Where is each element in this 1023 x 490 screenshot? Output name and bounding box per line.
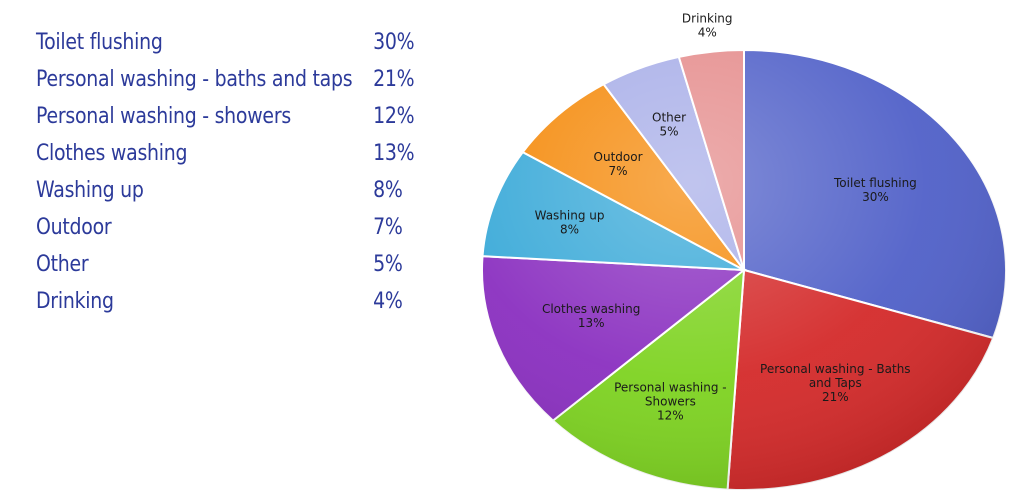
pie-labels: Toilet flushing 30% Personal washing - Bat… (535, 12, 917, 423)
table-row: Toilet flushing 30% (36, 30, 415, 67)
row-label: Personal washing - showers (36, 104, 291, 129)
table-row: Drinking 4% (36, 289, 403, 326)
table-row: Personal washing - showers 12% (36, 104, 415, 141)
value-table: Toilet flushing 30% Personal washing - b… (36, 30, 436, 326)
row-label: Toilet flushing (36, 30, 163, 55)
row-label: Clothes washing (36, 141, 188, 166)
row-label: Drinking (36, 289, 114, 314)
slice-label: Other 5% (652, 111, 686, 139)
slice-label: Washing up 8% (535, 208, 605, 236)
slice-label: Drinking 4% (682, 12, 733, 40)
slice-label: Personal washing - Baths and Taps 21% (760, 362, 911, 404)
table-row: Clothes washing 13% (36, 141, 415, 178)
table-row: Other 5% (36, 252, 403, 289)
slice-label: Personal washing -Showers 12% (614, 380, 727, 422)
row-value: 12% (373, 104, 415, 129)
pie-slices (481, 48, 1007, 490)
table-row: Personal washing - baths and taps 21% (36, 67, 415, 104)
row-value: 30% (373, 30, 415, 55)
slice-label: Outdoor 7% (594, 150, 643, 178)
row-value: 13% (373, 141, 415, 166)
slice-label: Clothes washing 13% (542, 302, 640, 330)
row-value: 21% (373, 67, 415, 92)
row-label: Washing up (36, 178, 144, 203)
row-value: 8% (373, 178, 403, 203)
row-label: Personal washing - baths and taps (36, 67, 353, 92)
slice-label: Toilet flushing 30% (833, 176, 917, 204)
row-label: Outdoor (36, 215, 112, 240)
row-label: Other (36, 252, 89, 277)
row-value: 4% (373, 289, 403, 314)
table-row: Washing up 8% (36, 178, 403, 215)
row-value: 5% (373, 252, 403, 277)
row-value: 7% (373, 215, 403, 240)
table-row: Outdoor 7% (36, 215, 403, 252)
